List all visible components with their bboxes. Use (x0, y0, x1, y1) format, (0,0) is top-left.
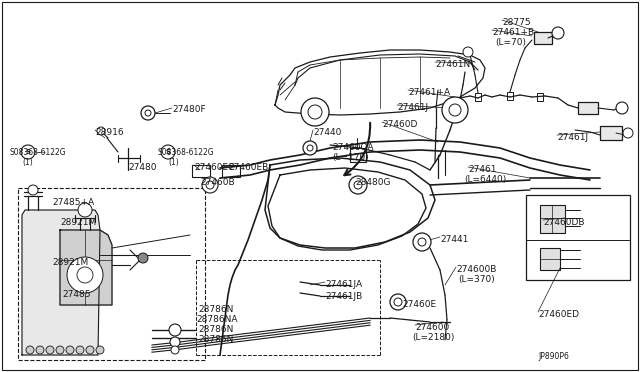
Circle shape (354, 181, 362, 189)
Circle shape (77, 267, 93, 283)
Circle shape (170, 337, 180, 347)
Text: (L=70): (L=70) (495, 38, 526, 47)
Text: 274600B: 274600B (456, 265, 497, 274)
Circle shape (616, 102, 628, 114)
Circle shape (169, 324, 181, 336)
Bar (222, 165, 240, 177)
Text: 28480G: 28480G (355, 178, 390, 187)
Circle shape (552, 27, 564, 39)
Text: 274600: 274600 (415, 323, 449, 332)
Bar (507, 92, 513, 100)
Text: 27460EB: 27460EB (228, 163, 268, 172)
Circle shape (78, 203, 92, 217)
Bar (18, 188, 205, 360)
Bar (537, 93, 543, 101)
Text: 27461J: 27461J (557, 133, 588, 142)
Text: 27460OA: 27460OA (332, 143, 374, 152)
Circle shape (161, 145, 175, 159)
Text: 27460EC: 27460EC (194, 163, 234, 172)
Text: 28786N: 28786N (198, 305, 234, 314)
Bar (540, 248, 560, 270)
Text: 27460ED: 27460ED (538, 310, 579, 319)
Text: (1): (1) (22, 158, 33, 167)
Circle shape (28, 185, 38, 195)
Bar (192, 165, 210, 177)
Circle shape (26, 346, 34, 354)
Text: 27461+A: 27461+A (408, 88, 450, 97)
Text: 27461JA: 27461JA (325, 280, 362, 289)
Circle shape (171, 346, 179, 354)
Circle shape (206, 181, 214, 189)
Circle shape (413, 233, 431, 251)
Bar (534, 32, 552, 44)
Text: 27480: 27480 (128, 163, 157, 172)
Text: (L=170): (L=170) (332, 153, 369, 162)
Bar (578, 102, 598, 114)
Text: 28921M: 28921M (60, 218, 96, 227)
Circle shape (96, 346, 104, 354)
Circle shape (76, 346, 84, 354)
Circle shape (349, 176, 367, 194)
Text: 27460E: 27460E (402, 300, 436, 309)
Text: 28786N: 28786N (198, 325, 234, 334)
Text: 27440: 27440 (313, 128, 341, 137)
Text: S08368-6122G: S08368-6122G (10, 148, 67, 157)
Circle shape (308, 105, 322, 119)
Text: 27461N: 27461N (435, 60, 470, 69)
Bar (350, 148, 366, 162)
Circle shape (46, 346, 54, 354)
Text: 27461: 27461 (468, 165, 497, 174)
Text: 27441: 27441 (440, 235, 468, 244)
Text: 27460DB: 27460DB (543, 218, 584, 227)
Circle shape (36, 346, 44, 354)
Text: (L=370): (L=370) (458, 275, 495, 284)
Polygon shape (22, 210, 100, 355)
Text: (1): (1) (168, 158, 179, 167)
Circle shape (394, 298, 402, 306)
Text: JP890P6: JP890P6 (538, 352, 569, 361)
Circle shape (66, 346, 74, 354)
Circle shape (390, 294, 406, 310)
Text: 28786N: 28786N (198, 335, 234, 344)
Circle shape (21, 145, 35, 159)
Circle shape (442, 97, 468, 123)
Circle shape (307, 145, 313, 151)
Text: 27460B: 27460B (200, 178, 235, 187)
Text: S: S (166, 149, 170, 155)
Text: (L=2180): (L=2180) (412, 333, 454, 342)
Circle shape (67, 257, 103, 293)
Bar (475, 93, 481, 101)
Bar (526, 195, 630, 280)
Text: 27480F: 27480F (172, 105, 205, 114)
Text: 27461JB: 27461JB (325, 292, 362, 301)
Text: (L=6440): (L=6440) (464, 175, 506, 184)
Text: 27461+B: 27461+B (492, 28, 534, 37)
Circle shape (141, 106, 155, 120)
Circle shape (138, 253, 148, 263)
Circle shape (56, 346, 64, 354)
Text: 27485+A: 27485+A (52, 198, 94, 207)
Text: 28786NA: 28786NA (196, 315, 237, 324)
Text: 28775: 28775 (502, 18, 531, 27)
Circle shape (449, 104, 461, 116)
Circle shape (86, 346, 94, 354)
Text: 28916: 28916 (95, 128, 124, 137)
Circle shape (303, 141, 317, 155)
Text: 27485: 27485 (62, 290, 90, 299)
Text: S08368-6122G: S08368-6122G (158, 148, 214, 157)
Bar (540, 205, 565, 233)
Circle shape (418, 238, 426, 246)
Circle shape (463, 47, 473, 57)
Circle shape (145, 110, 151, 116)
Circle shape (623, 128, 633, 138)
Text: S: S (26, 149, 31, 155)
Circle shape (301, 98, 329, 126)
Circle shape (202, 177, 218, 193)
Polygon shape (60, 230, 112, 305)
Text: 27461J: 27461J (397, 103, 428, 112)
Bar (600, 126, 622, 140)
Text: 28921M: 28921M (52, 258, 88, 267)
Circle shape (97, 127, 105, 135)
Text: 27460D: 27460D (382, 120, 417, 129)
